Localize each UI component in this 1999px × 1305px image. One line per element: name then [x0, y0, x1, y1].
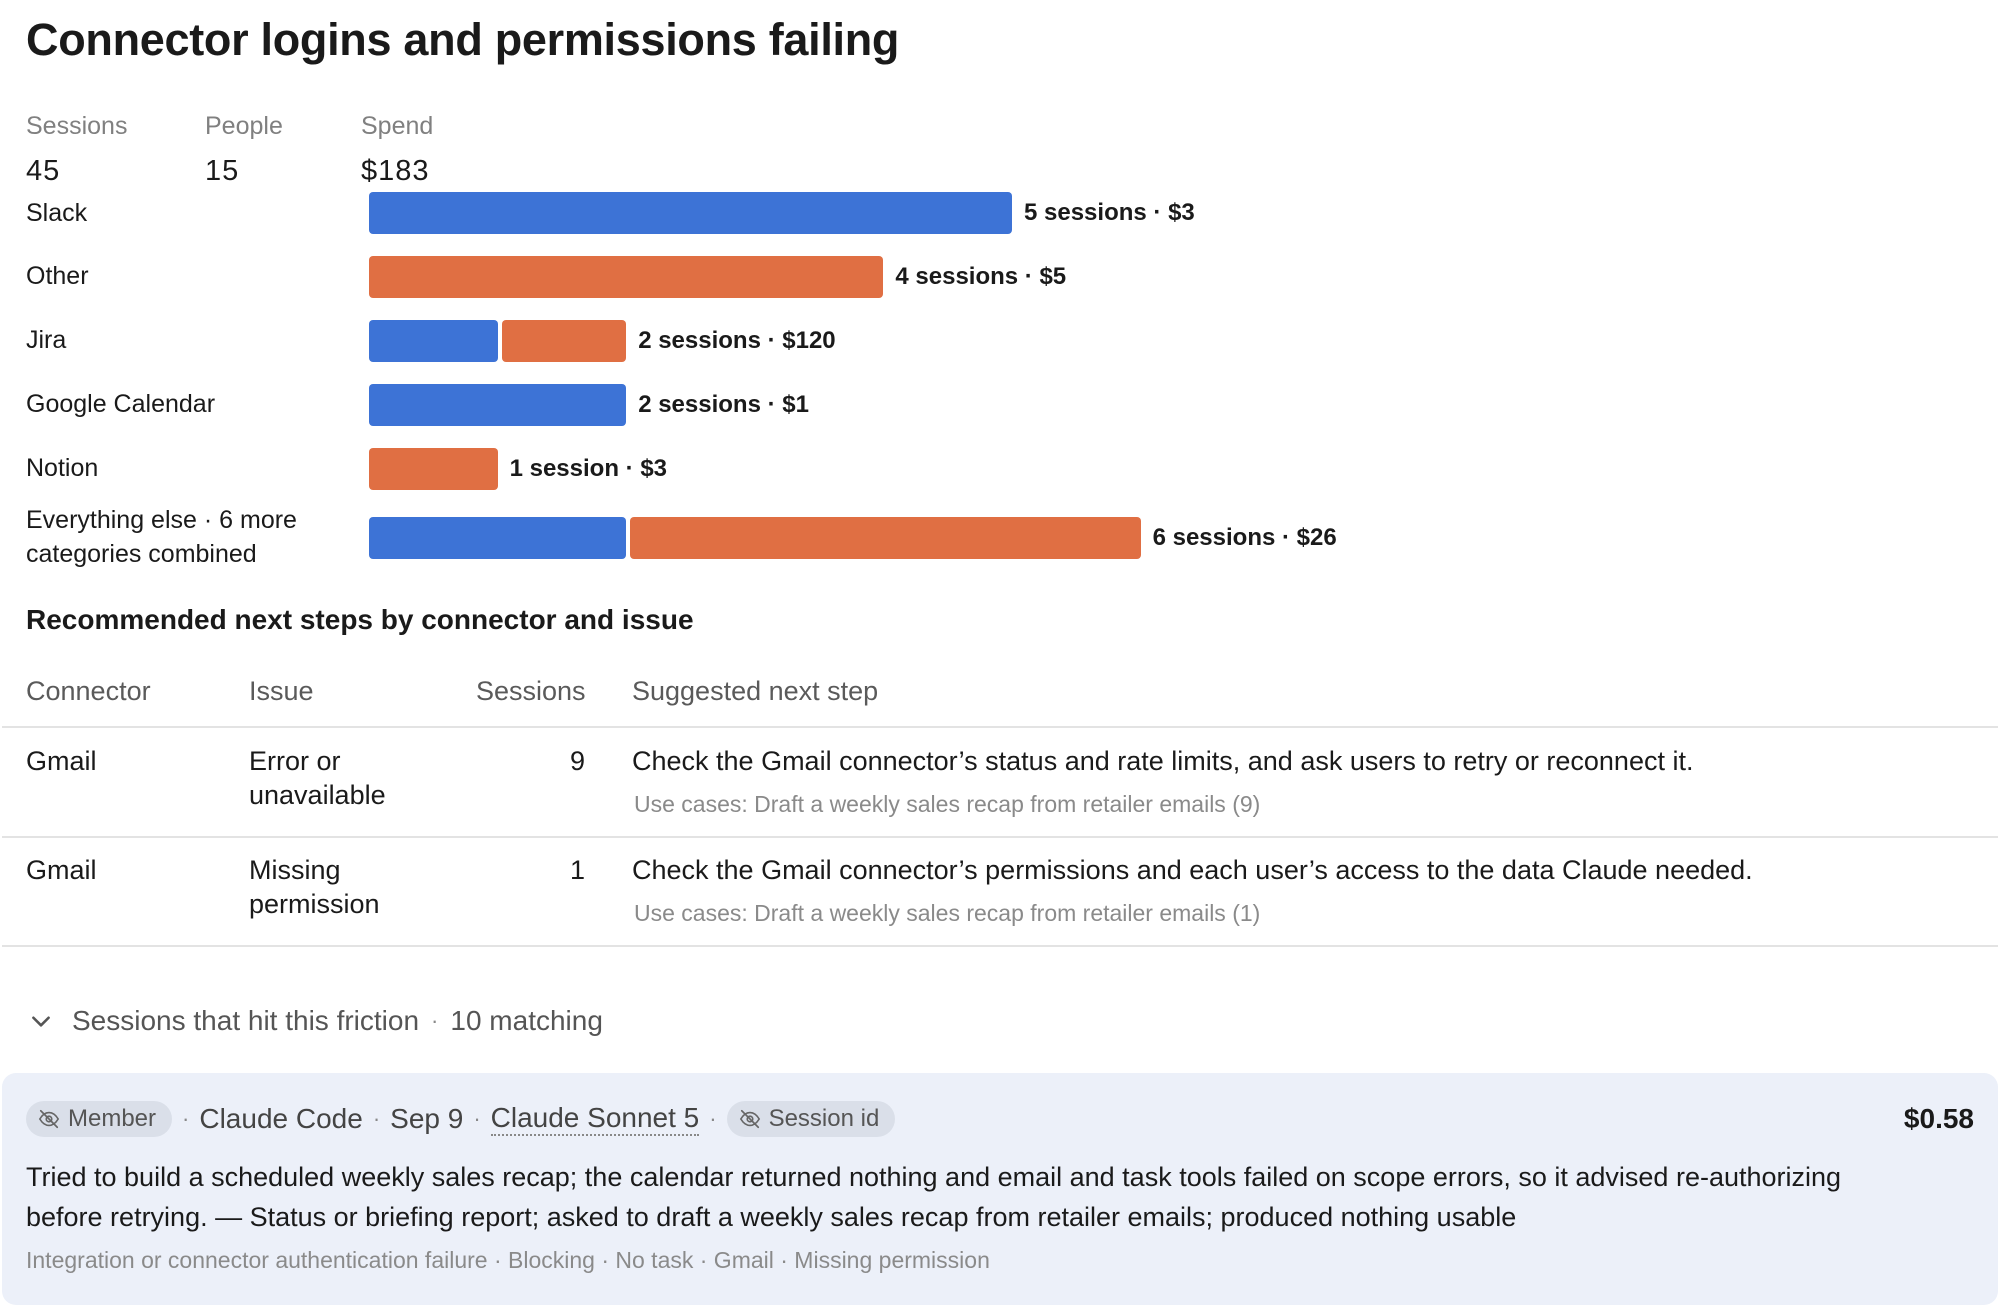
- column-header-next-step: Suggested next step: [632, 676, 879, 706]
- session-date: Sep 9: [390, 1103, 464, 1134]
- chart-bar: [501, 320, 627, 362]
- session-model-link[interactable]: Claude Sonnet 5: [490, 1102, 700, 1136]
- stat-value: 45: [26, 155, 61, 187]
- session-cost: $0.58: [1903, 1103, 1974, 1134]
- chart-category-label: Slack: [26, 199, 88, 227]
- stat-value: 15: [205, 155, 240, 187]
- chart-data-label: 6 sessions · $26: [1152, 524, 1337, 551]
- friction-count: 10 matching: [450, 1005, 603, 1036]
- chart-data-label: 5 sessions · $3: [1024, 199, 1195, 226]
- chart-bar: [369, 517, 627, 559]
- column-header-issue: Issue: [249, 676, 314, 706]
- chart-category-label: Other: [26, 262, 89, 290]
- eye-off-icon: [739, 1109, 760, 1129]
- friction-label: Sessions that hit this friction: [72, 1005, 420, 1036]
- chevron-down-icon: [32, 1016, 50, 1027]
- stat-spend: Spend $183: [361, 112, 433, 188]
- cell-connector: Gmail: [26, 855, 97, 885]
- session-summary: Tried to build a scheduled weekly sales …: [26, 1162, 1842, 1232]
- stat-label: Spend: [361, 112, 434, 140]
- cell-next-step: Check the Gmail connector’s status and r…: [632, 746, 1694, 776]
- session-meta: Member · Claude Code · Sep 9 · Claude So…: [26, 1101, 896, 1137]
- chart-bar: [369, 384, 627, 426]
- session-card[interactable]: Member · Claude Code · Sep 9 · Claude So…: [2, 1073, 1998, 1305]
- session-id-label: Session id: [768, 1105, 880, 1132]
- table-divider: [2, 945, 1998, 947]
- section-title: Recommended next steps by connector and …: [26, 604, 694, 635]
- stat-label: People: [205, 112, 283, 140]
- stat-label: Sessions: [26, 112, 128, 140]
- chart-data-label: 4 sessions · $5: [895, 263, 1067, 290]
- stat-value: $183: [361, 155, 430, 187]
- session-tags: Integration or connector authentication …: [26, 1247, 990, 1273]
- cell-issue: Error or unavailable: [249, 746, 386, 810]
- cell-sessions: 9: [569, 746, 585, 776]
- session-id-badge[interactable]: Session id: [726, 1101, 896, 1137]
- chart-bar: [369, 448, 498, 490]
- column-header-sessions: Sessions: [476, 676, 586, 706]
- chart-bar: [630, 517, 1141, 559]
- chart-data-label: 2 sessions · $120: [638, 327, 836, 354]
- cell-use-cases: Use cases: Draft a weekly sales recap fr…: [634, 900, 1261, 926]
- chart-category-label: Notion: [26, 454, 99, 482]
- stat-people: People 15: [205, 112, 283, 188]
- chart-category-label: Everything else · 6 more categories comb…: [26, 506, 297, 568]
- chart-bar: [369, 192, 1012, 234]
- table-divider: [2, 726, 1998, 728]
- column-header-connector: Connector: [26, 676, 151, 706]
- chart-bar: [369, 256, 884, 298]
- chart-category-label: Jira: [26, 326, 67, 354]
- session-product: Claude Code: [199, 1103, 363, 1134]
- role-badge: Member: [26, 1101, 173, 1137]
- chart-category-label: Google Calendar: [26, 390, 216, 418]
- cell-sessions: 1: [569, 855, 585, 885]
- table-divider: [2, 836, 1998, 838]
- cell-connector: Gmail: [26, 746, 97, 776]
- eye-off-icon: [38, 1109, 60, 1129]
- chart-data-label: 1 session · $3: [509, 455, 668, 482]
- stat-sessions: Sessions 45: [26, 112, 127, 188]
- page-title: Connector logins and permissions failing: [26, 14, 900, 65]
- role-label: Member: [68, 1105, 157, 1132]
- cell-next-step: Check the Gmail connector’s permissions …: [632, 855, 1753, 885]
- chart-bar: [369, 320, 498, 362]
- sessions-friction-toggle[interactable]: Sessions that hit this friction · 10 mat…: [28, 1005, 603, 1037]
- cell-issue: Missing permission: [249, 855, 380, 919]
- cell-use-cases: Use cases: Draft a weekly sales recap fr…: [634, 791, 1261, 817]
- chart-data-label: 2 sessions · $1: [638, 391, 809, 418]
